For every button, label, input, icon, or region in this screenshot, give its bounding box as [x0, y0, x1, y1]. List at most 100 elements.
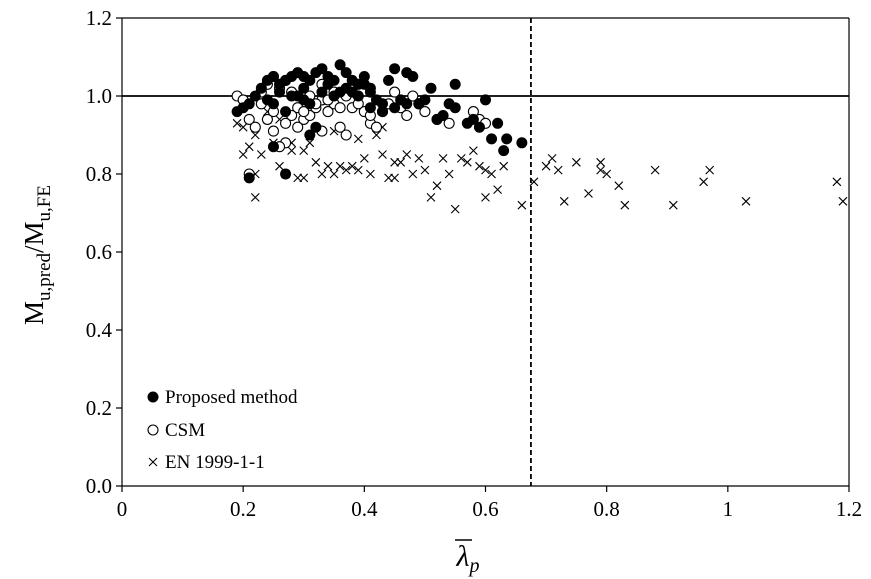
- data-point: [267, 125, 280, 137]
- data-point: [311, 157, 321, 167]
- y-tick-label: 0.0: [86, 474, 112, 498]
- data-point: [316, 63, 328, 75]
- data-point: [547, 154, 557, 163]
- data-point: [481, 193, 490, 202]
- data-point: [443, 117, 455, 129]
- y-ticks: 0.0 0.2 0.4 0.6 0.8 1.0 1.2: [86, 6, 122, 498]
- data-point: [274, 86, 286, 98]
- data-point: [267, 141, 279, 153]
- data-point: [298, 106, 310, 118]
- data-point: [250, 130, 260, 140]
- legend-label: CSM: [165, 420, 205, 441]
- data-point: [596, 165, 605, 175]
- y-tick-label: 0.4: [86, 318, 113, 342]
- data-point: [473, 121, 485, 133]
- data-point: [364, 102, 376, 114]
- data-point: [370, 121, 383, 133]
- data-point: [347, 161, 357, 171]
- x-axis-label: λp: [456, 540, 480, 577]
- data-point: [541, 161, 551, 171]
- data-point: [614, 181, 624, 191]
- y-tick-label: 1.0: [86, 84, 112, 108]
- data-point: [419, 106, 431, 118]
- series-2: [232, 107, 848, 214]
- x-tick-label: 0.4: [351, 497, 378, 521]
- data-point: [304, 129, 316, 141]
- data-point: [249, 121, 261, 133]
- data-point: [432, 181, 442, 191]
- data-point: [364, 86, 376, 98]
- data-point: [298, 94, 310, 106]
- data-point: [402, 150, 412, 159]
- x-ticks: 0 0.2 0.4 0.6 0.8 1 1.2: [117, 486, 862, 521]
- data-point: [468, 146, 478, 155]
- data-point: [261, 113, 273, 125]
- data-point: [335, 161, 345, 171]
- y-tick-label: 0.6: [86, 240, 112, 264]
- x-tick-label: 0.8: [594, 497, 620, 521]
- data-point: [444, 169, 454, 179]
- data-point: [280, 106, 292, 118]
- data-point: [249, 90, 261, 102]
- data-point: [407, 71, 419, 82]
- data-point: [467, 113, 479, 125]
- data-point: [334, 59, 346, 71]
- data-point: [358, 78, 370, 90]
- data-point: [286, 90, 298, 102]
- data-point: [462, 157, 472, 167]
- reference-lines: [122, 18, 849, 486]
- data-point: [571, 157, 581, 167]
- data-point: [425, 82, 437, 94]
- data-point: [553, 165, 563, 175]
- data-point: [456, 154, 466, 163]
- data-point: [250, 193, 260, 202]
- data-point: [322, 106, 334, 118]
- data-point: [280, 168, 292, 180]
- data-point: [449, 78, 461, 90]
- data-point: [420, 165, 430, 175]
- data-point: [287, 146, 297, 155]
- data-point: [372, 130, 381, 140]
- data-point: [390, 157, 400, 167]
- data-point: [256, 150, 266, 159]
- data-point: [378, 150, 387, 159]
- data-point: [450, 204, 460, 214]
- data-point: [602, 169, 612, 179]
- y-axis-label: Mu,pred/Mu,FE: [19, 185, 55, 325]
- data-point: [299, 146, 309, 155]
- data-point: [650, 165, 660, 175]
- x-tick-label: 1.2: [836, 497, 862, 521]
- data-point: [280, 117, 292, 129]
- data-point: [238, 122, 248, 132]
- data-point: [238, 150, 248, 159]
- plot-area: [121, 17, 850, 487]
- data-point: [298, 82, 310, 94]
- data-point: [232, 118, 242, 128]
- x-tick-label: 0: [117, 497, 128, 521]
- data-point: [559, 196, 569, 206]
- data-point: [304, 74, 316, 86]
- data-point: [408, 169, 418, 179]
- data-point: [838, 196, 848, 206]
- data-point: [517, 200, 527, 210]
- data-point: [620, 200, 630, 210]
- data-point: [486, 133, 498, 145]
- data-point: [487, 169, 496, 179]
- data-point: [275, 161, 284, 171]
- data-point: [334, 102, 346, 114]
- data-point: [449, 102, 461, 114]
- legend-label: Proposed method: [165, 387, 298, 408]
- legend-marker: [147, 391, 159, 403]
- data-point: [317, 169, 327, 179]
- data-point: [705, 165, 715, 175]
- data-point: [741, 196, 751, 206]
- data-point: [255, 82, 267, 94]
- data-point: [322, 78, 334, 90]
- data-markers: [231, 59, 848, 214]
- data-point: [305, 138, 315, 148]
- data-point: [501, 133, 513, 145]
- data-point: [329, 169, 339, 179]
- data-point: [480, 94, 491, 106]
- data-point: [596, 157, 605, 167]
